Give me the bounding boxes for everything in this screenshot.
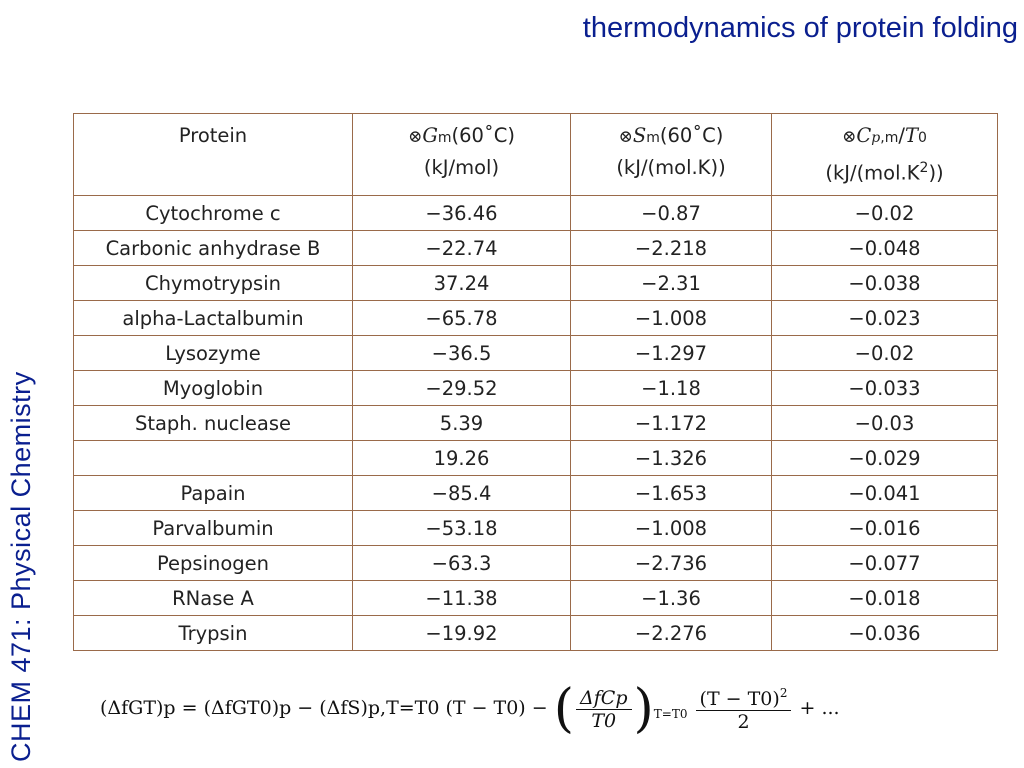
table-row: 19.26 −1.326 −0.029 bbox=[73, 440, 998, 476]
table-row: Chymotrypsin 37.24 −2.31 −0.038 bbox=[73, 265, 998, 301]
table-row: RNase A −11.38 −1.36 −0.018 bbox=[73, 580, 998, 616]
equation-heat-capacity-fraction: ΔfCp T0 bbox=[576, 687, 632, 732]
cell-protein: Pepsinogen bbox=[73, 545, 353, 581]
cell-entropy: −1.297 bbox=[570, 335, 772, 371]
cell-protein: Chymotrypsin bbox=[73, 265, 353, 301]
cell-heat-capacity: −0.041 bbox=[771, 475, 998, 511]
cell-entropy: −2.31 bbox=[570, 265, 772, 301]
equation-open-paren: ( bbox=[553, 679, 575, 739]
cell-gibbs-energy: −65.78 bbox=[352, 300, 571, 336]
header-entropy: ⊗Sm(60˚C) (kJ/(mol.K)) bbox=[570, 113, 772, 196]
cell-heat-capacity: −0.077 bbox=[771, 545, 998, 581]
slide-title: thermodynamics of protein folding bbox=[582, 12, 1018, 44]
cell-entropy: −1.008 bbox=[570, 510, 772, 546]
cell-gibbs-energy: −36.46 bbox=[352, 195, 571, 231]
cell-protein: Staph. nuclease bbox=[73, 405, 353, 441]
table-row: Carbonic anhydrase B −22.74 −2.218 −0.048 bbox=[73, 230, 998, 266]
cell-protein: Myoglobin bbox=[73, 370, 353, 406]
cell-protein: RNase A bbox=[73, 580, 353, 616]
cell-entropy: −0.87 bbox=[570, 195, 772, 231]
cell-protein bbox=[73, 440, 353, 476]
table-header-row: Protein ⊗Gm(60˚C) (kJ/mol) ⊗Sm(60˚C) (kJ… bbox=[73, 113, 998, 196]
table-row: Lysozyme −36.5 −1.297 −0.02 bbox=[73, 335, 998, 371]
gibbs-temperature-equation: (ΔfGT)p = (ΔfGT0)p − (ΔfS)p,T=T0 (T − T0… bbox=[100, 655, 980, 739]
header-gibbs-energy: ⊗Gm(60˚C) (kJ/mol) bbox=[352, 113, 571, 196]
equation-lhs: (ΔfGT)p = (ΔfGT0)p − (ΔfS)p,T=T0 (T − T0… bbox=[100, 697, 548, 719]
cell-gibbs-energy: 5.39 bbox=[352, 405, 571, 441]
cell-entropy: −2.218 bbox=[570, 230, 772, 266]
cell-gibbs-energy: −36.5 bbox=[352, 335, 571, 371]
cell-heat-capacity: −0.048 bbox=[771, 230, 998, 266]
cell-entropy: −1.326 bbox=[570, 440, 772, 476]
table-row: Staph. nuclease 5.39 −1.172 −0.03 bbox=[73, 405, 998, 441]
course-side-label: CHEM 471: Physical Chemistry bbox=[6, 371, 36, 762]
cell-heat-capacity: −0.02 bbox=[771, 335, 998, 371]
table-row: Myoglobin −29.52 −1.18 −0.033 bbox=[73, 370, 998, 406]
equation-second-denominator: 2 bbox=[737, 710, 750, 733]
cell-protein: Carbonic anhydrase B bbox=[73, 230, 353, 266]
cell-gibbs-energy: −85.4 bbox=[352, 475, 571, 511]
equation-second-numerator: (T − T0)2 bbox=[695, 686, 792, 711]
cell-entropy: −2.736 bbox=[570, 545, 772, 581]
cell-heat-capacity: −0.038 bbox=[771, 265, 998, 301]
cell-heat-capacity: −0.033 bbox=[771, 370, 998, 406]
cell-entropy: −1.172 bbox=[570, 405, 772, 441]
cell-protein: Cytochrome c bbox=[73, 195, 353, 231]
equation-close-paren: ) bbox=[633, 679, 654, 739]
cell-protein: Lysozyme bbox=[73, 335, 353, 371]
cell-entropy: −1.653 bbox=[570, 475, 772, 511]
cell-gibbs-energy: −63.3 bbox=[352, 545, 571, 581]
cell-heat-capacity: −0.03 bbox=[771, 405, 998, 441]
equation-fraction-numerator: ΔfCp bbox=[576, 687, 632, 710]
cell-heat-capacity: −0.016 bbox=[771, 510, 998, 546]
cell-gibbs-energy: 37.24 bbox=[352, 265, 571, 301]
table-row: Pepsinogen −63.3 −2.736 −0.077 bbox=[73, 545, 998, 581]
cell-entropy: −2.276 bbox=[570, 615, 772, 651]
equation-second-fraction: (T − T0)2 2 bbox=[695, 686, 792, 733]
cell-gibbs-energy: −53.18 bbox=[352, 510, 571, 546]
table-row: alpha-Lactalbumin −65.78 −1.008 −0.023 bbox=[73, 300, 998, 336]
cell-entropy: −1.18 bbox=[570, 370, 772, 406]
table-row: Papain −85.4 −1.653 −0.041 bbox=[73, 475, 998, 511]
cell-heat-capacity: −0.023 bbox=[771, 300, 998, 336]
protein-folding-table: Protein ⊗Gm(60˚C) (kJ/mol) ⊗Sm(60˚C) (kJ… bbox=[73, 113, 998, 651]
equation-tail: + ... bbox=[799, 697, 840, 719]
cell-gibbs-energy: −22.74 bbox=[352, 230, 571, 266]
cell-entropy: −1.008 bbox=[570, 300, 772, 336]
header-protein: Protein bbox=[73, 113, 353, 196]
cell-protein: Parvalbumin bbox=[73, 510, 353, 546]
cell-entropy: −1.36 bbox=[570, 580, 772, 616]
equation-fraction-condition: T=T0 bbox=[653, 707, 688, 721]
header-heat-capacity: ⊗Cp,m/T0 (kJ/(mol.K2)) bbox=[771, 113, 998, 196]
table-body: Cytochrome c −36.46 −0.87 −0.02 Carbonic anh… bbox=[73, 195, 998, 651]
cell-protein: Trypsin bbox=[73, 615, 353, 651]
cell-gibbs-energy: −11.38 bbox=[352, 580, 571, 616]
cell-heat-capacity: −0.036 bbox=[771, 615, 998, 651]
cell-gibbs-energy: 19.26 bbox=[352, 440, 571, 476]
cell-heat-capacity: −0.029 bbox=[771, 440, 998, 476]
cell-heat-capacity: −0.02 bbox=[771, 195, 998, 231]
cell-protein: Papain bbox=[73, 475, 353, 511]
cell-protein: alpha-Lactalbumin bbox=[73, 300, 353, 336]
cell-gibbs-energy: −29.52 bbox=[352, 370, 571, 406]
table-row: Trypsin −19.92 −2.276 −0.036 bbox=[73, 615, 998, 651]
table-row: Cytochrome c −36.46 −0.87 −0.02 bbox=[73, 195, 998, 231]
equation-fraction-denominator: T0 bbox=[591, 709, 617, 732]
cell-heat-capacity: −0.018 bbox=[771, 580, 998, 616]
cell-gibbs-energy: −19.92 bbox=[352, 615, 571, 651]
table-row: Parvalbumin −53.18 −1.008 −0.016 bbox=[73, 510, 998, 546]
